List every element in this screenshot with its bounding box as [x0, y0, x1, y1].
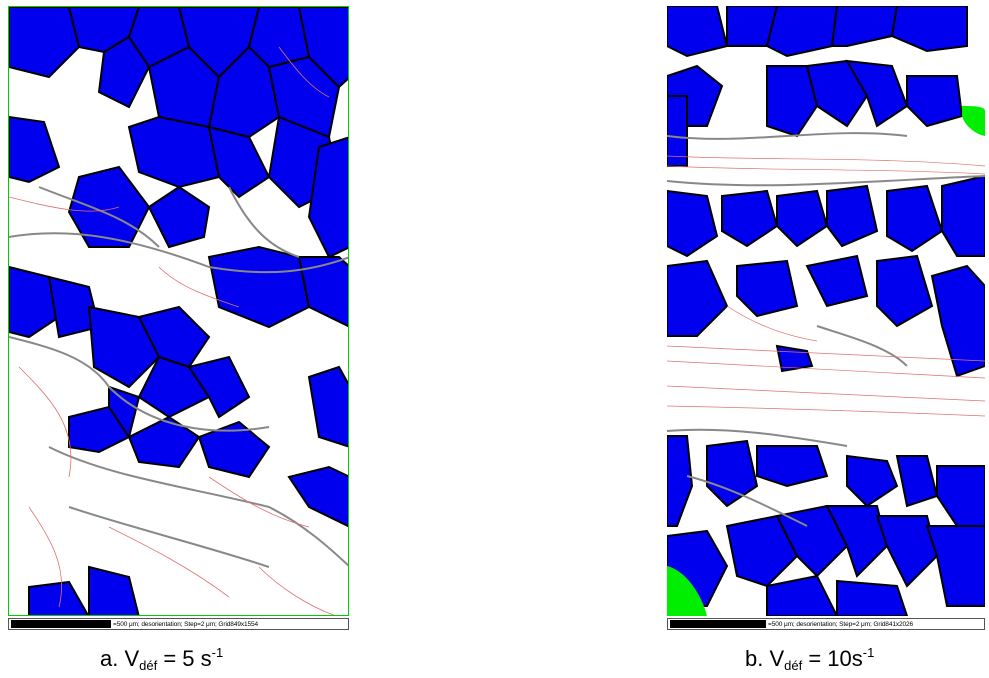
scale-bar-text-b: =500 μm; desorientation; Step=2 μm; Grid… — [768, 620, 914, 628]
caption-a-sup: -1 — [211, 645, 224, 660]
caption-b-mid: = 10s — [802, 646, 863, 671]
scale-bar-text-a: =500 μm; desorientation; Step=2 μm; Grid… — [113, 620, 259, 628]
scale-bar-a: =500 μm; desorientation; Step=2 μm; Grid… — [8, 618, 349, 630]
micrograph-b — [667, 6, 985, 616]
grain-map-a — [9, 7, 348, 615]
caption-b-sup: -1 — [862, 645, 875, 660]
grain-map-b — [667, 6, 985, 616]
scale-bar-black-a — [11, 620, 111, 628]
caption-a: a. Vdéf = 5 s-1 — [100, 645, 223, 673]
caption-a-mid: = 5 s — [157, 646, 212, 671]
caption-b-sub: déf — [784, 658, 803, 673]
caption-a-sub: déf — [139, 658, 158, 673]
caption-b-prefix: b. V — [745, 646, 785, 671]
micrograph-a — [8, 6, 349, 616]
caption-a-prefix: a. V — [100, 646, 140, 671]
caption-b: b. Vdéf = 10s-1 — [745, 645, 874, 673]
scale-bar-b: =500 μm; desorientation; Step=2 μm; Grid… — [667, 618, 985, 630]
scale-bar-black-b — [670, 620, 766, 628]
